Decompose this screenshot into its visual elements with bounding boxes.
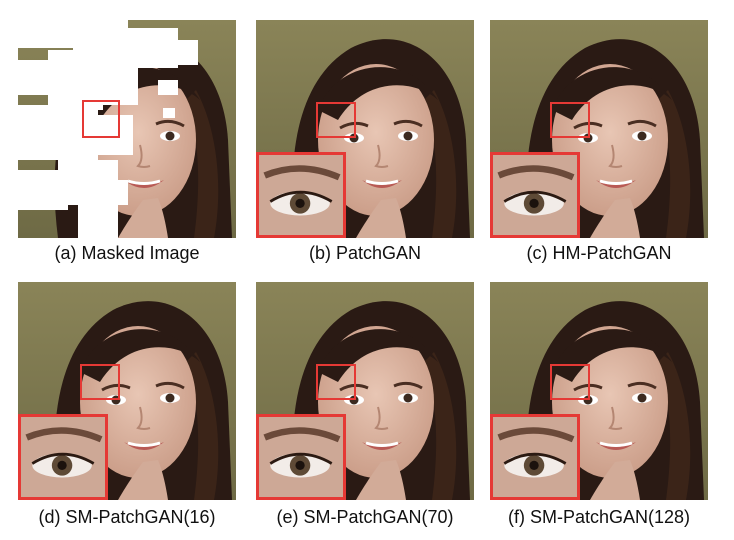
panel-caption: (f) SM-PatchGAN(128)	[507, 507, 691, 527]
eye-highlight-box	[82, 100, 120, 138]
eye-highlight-box	[316, 364, 356, 400]
eye-zoom-inset	[18, 414, 108, 500]
panel-masked-image	[18, 20, 236, 238]
panel-caption: (e) SM-PatchGAN(70)	[276, 507, 454, 527]
panel-hm-patchgan	[490, 20, 708, 238]
face-photo-masked	[18, 20, 236, 238]
panel-caption: (d) SM-PatchGAN(16)	[38, 507, 216, 527]
panel-caption: (b) PatchGAN	[308, 243, 422, 263]
eye-zoom-inset	[256, 152, 346, 238]
eye-zoom-inset	[490, 152, 580, 238]
panel-sm-patchgan-70	[256, 282, 474, 500]
panel-caption: (a) Masked Image	[54, 243, 200, 263]
eye-zoom-inset	[490, 414, 580, 500]
eye-highlight-box	[550, 102, 590, 138]
panel-patchgan	[256, 20, 474, 238]
eye-highlight-box	[316, 102, 356, 138]
panel-sm-patchgan-128	[490, 282, 708, 500]
panel-caption: (c) HM-PatchGAN	[526, 243, 672, 263]
eye-highlight-box	[550, 364, 590, 400]
panel-sm-patchgan-16	[18, 282, 236, 500]
eye-zoom-inset	[256, 414, 346, 500]
eye-highlight-box	[80, 364, 120, 400]
